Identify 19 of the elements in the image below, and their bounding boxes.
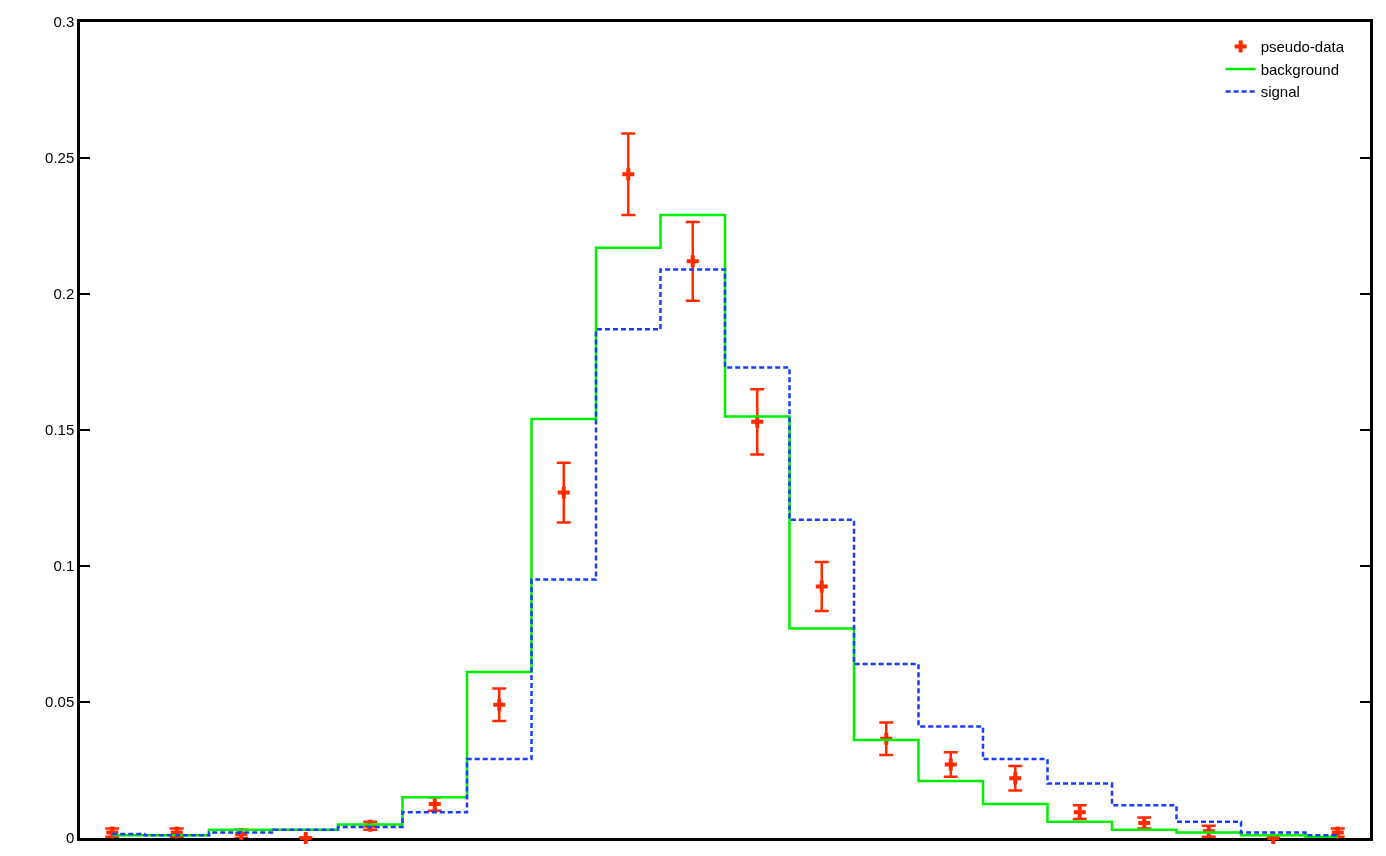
point [1009, 772, 1022, 785]
y-tick-label: 0.1 [53, 557, 75, 575]
point [622, 168, 635, 181]
legend-label: background [1260, 60, 1340, 78]
point [815, 580, 828, 593]
point [944, 758, 957, 771]
y-tick-label: 0.2 [53, 285, 75, 303]
point [493, 698, 506, 711]
y-tick-label: 0 [65, 829, 75, 847]
point [686, 255, 699, 268]
legend-label: signal [1260, 83, 1300, 101]
y-tick-label: 0.25 [45, 149, 75, 167]
y-tick-label: 0.15 [45, 421, 75, 439]
legend-label: pseudo-data [1260, 38, 1345, 56]
point [557, 486, 570, 499]
point [299, 832, 312, 844]
y-tick-label: 0.05 [45, 693, 75, 711]
y-tick-label: 0.3 [53, 13, 75, 31]
point [751, 415, 764, 428]
